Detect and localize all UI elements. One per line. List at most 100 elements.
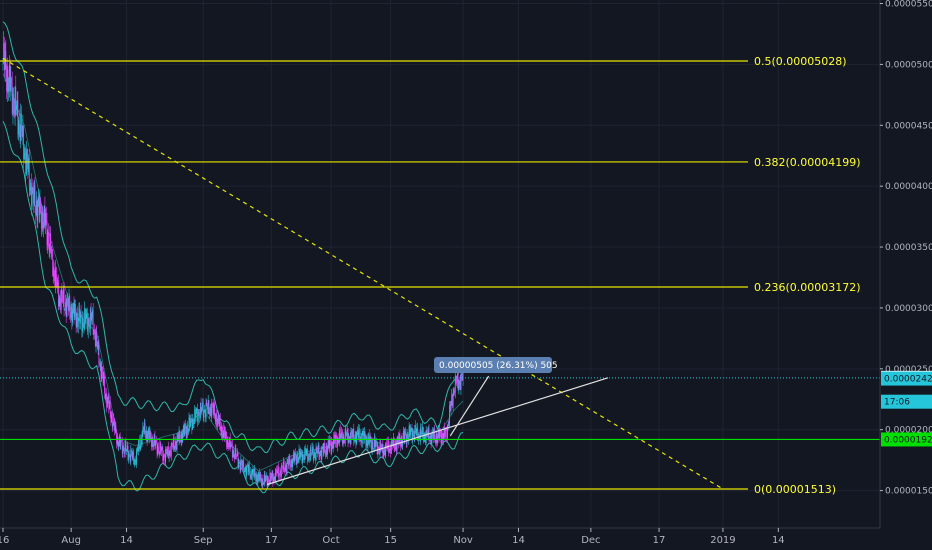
price-measure-tool[interactable]: 0.00000505 (26.31%) 505 <box>434 357 558 373</box>
candle-body <box>47 232 49 246</box>
candle-body <box>408 426 410 438</box>
candle-body <box>202 402 203 410</box>
candle-body <box>133 461 135 464</box>
candle-body <box>245 467 247 476</box>
candle-body <box>5 50 7 67</box>
candle-body <box>266 476 267 478</box>
candle-body <box>248 464 250 475</box>
candle-body <box>146 430 147 439</box>
horizontal-lines[interactable] <box>0 377 880 441</box>
candle-body <box>460 373 462 390</box>
candle-body <box>95 331 97 347</box>
candle-body <box>442 433 443 441</box>
candle-body <box>173 438 174 448</box>
candle-body <box>279 470 281 474</box>
candle-body <box>97 341 98 349</box>
candle-body <box>152 438 154 447</box>
candle-body <box>363 431 365 441</box>
candle-body <box>103 375 105 383</box>
candle-body <box>246 465 248 467</box>
candle-body <box>349 436 350 439</box>
candle-body <box>457 373 459 390</box>
candle-body <box>196 408 198 413</box>
measure-tag-box <box>434 357 552 373</box>
candle-body <box>235 447 237 456</box>
candle-body <box>336 436 338 448</box>
candle-body <box>457 373 458 383</box>
candle-body <box>114 425 116 431</box>
candle-body <box>102 367 103 372</box>
candle-body <box>447 424 449 426</box>
candle-body <box>217 415 219 419</box>
candle-body <box>202 402 204 418</box>
fibonacci-retracement[interactable]: 0.5(0.00005028) 0.382(0.00004199) 0.236(0.… <box>0 55 861 496</box>
candle-body <box>10 77 12 91</box>
trend-lines[interactable] <box>2 57 724 490</box>
fib-level-label: 0.236(0.00003172) <box>754 281 861 294</box>
candle-body <box>223 426 225 434</box>
candle-body <box>176 437 178 450</box>
candle-body <box>324 443 326 452</box>
candle-body <box>290 463 291 468</box>
candle-body <box>207 400 209 410</box>
candle-body <box>168 452 170 458</box>
candle-body <box>365 438 367 446</box>
candle-body <box>344 438 345 443</box>
candle-body <box>307 449 308 462</box>
candle-body <box>124 450 125 454</box>
candle-body <box>367 441 369 447</box>
candle-body <box>104 392 106 400</box>
candle-body <box>209 406 211 413</box>
candle-body <box>390 445 392 454</box>
candle-body <box>19 126 21 141</box>
candle-body <box>326 446 328 455</box>
candle-body <box>371 440 372 451</box>
candle-body <box>252 469 254 472</box>
candle-body <box>304 447 306 460</box>
candle-body <box>414 425 416 439</box>
candle-body <box>187 428 189 434</box>
candle-body <box>382 444 384 457</box>
candle-body <box>253 469 255 477</box>
candle-body <box>94 333 96 347</box>
candle-body <box>124 442 126 454</box>
time-axis[interactable]: 16 Aug 14 Sep 17 Oct 15 Nov 14 Dec 17 2019 14 <box>0 527 932 550</box>
candle-body <box>241 459 242 465</box>
candle-body <box>59 297 61 300</box>
candle-body <box>84 308 86 326</box>
time-tick-label: Aug <box>61 535 81 546</box>
candle-body <box>307 454 309 462</box>
candle-body <box>79 308 81 324</box>
candle-body <box>308 454 310 456</box>
candle-body <box>405 431 406 435</box>
candle-body <box>271 472 273 477</box>
candle-body <box>419 434 421 441</box>
candle-body <box>121 441 123 454</box>
candle-body <box>278 473 280 478</box>
candle-body <box>172 444 174 448</box>
candle-body <box>383 450 385 451</box>
trend-line <box>449 375 490 437</box>
candle-body <box>263 474 265 484</box>
candle-body <box>436 434 438 444</box>
candle-body <box>429 439 431 441</box>
price-tag-label: 0.00001920 <box>884 435 932 445</box>
candle-body <box>109 401 111 413</box>
candle-body <box>108 397 110 410</box>
candle-body <box>313 455 315 460</box>
candle-body <box>275 469 277 482</box>
candle-body <box>420 427 422 433</box>
candle-body <box>139 446 141 449</box>
candle-body <box>211 403 213 417</box>
candle-body <box>443 427 445 438</box>
candle-body <box>335 435 337 437</box>
candle-body <box>449 405 450 424</box>
candle-body <box>310 447 312 453</box>
candle-body <box>160 449 162 452</box>
candle-body <box>48 246 50 251</box>
candle-body <box>107 397 109 400</box>
candle-body <box>173 438 175 449</box>
